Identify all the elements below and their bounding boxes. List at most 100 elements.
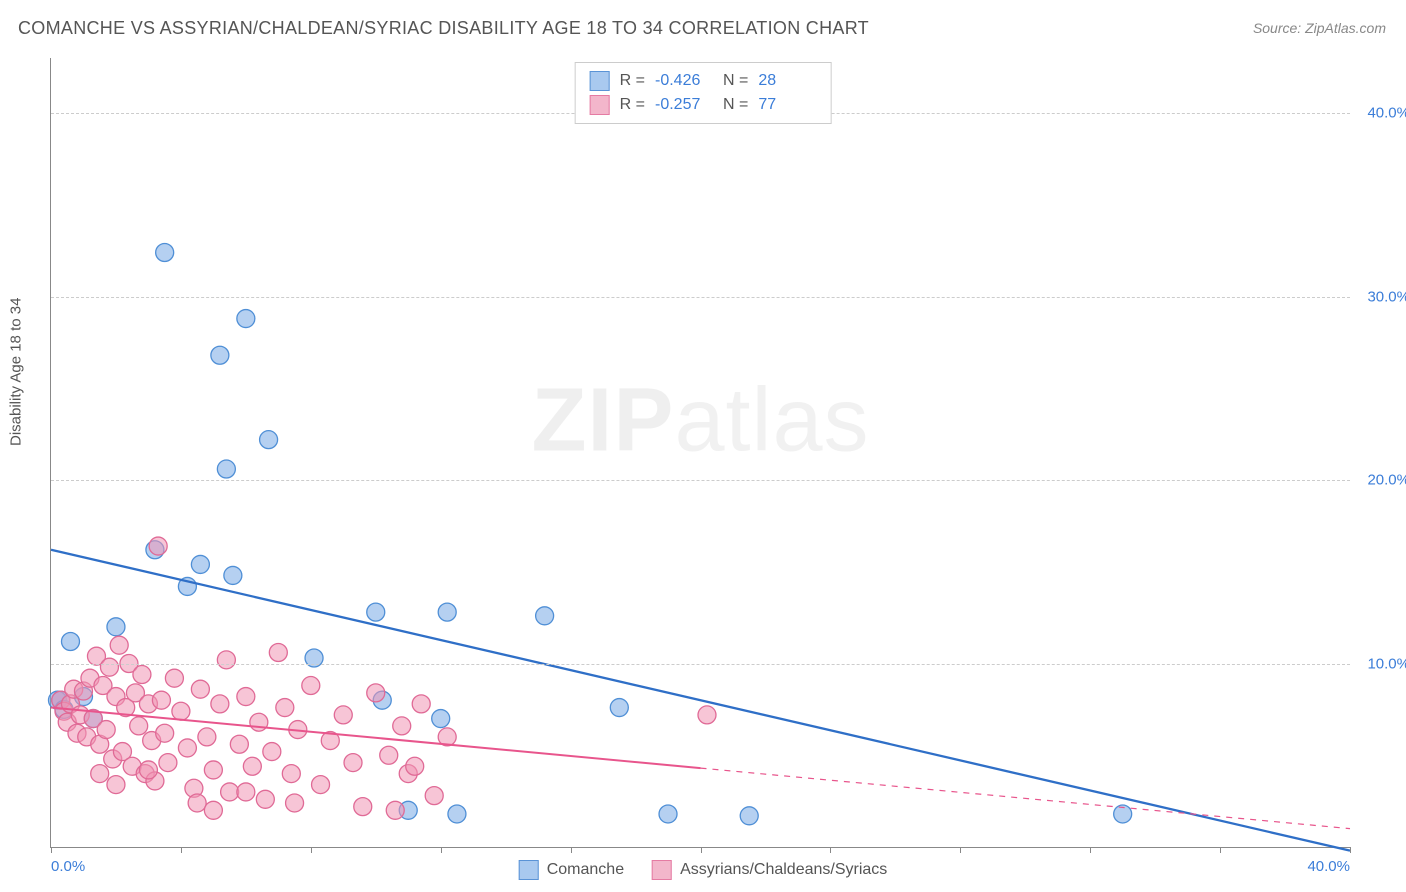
data-point xyxy=(130,717,148,735)
plot-area: ZIPatlas 10.0%20.0%30.0%40.0%0.0%40.0% xyxy=(50,58,1350,848)
data-point xyxy=(224,566,242,584)
legend-swatch xyxy=(652,860,672,880)
data-point xyxy=(432,710,450,728)
data-point xyxy=(302,677,320,695)
x-tick xyxy=(441,847,442,853)
data-point xyxy=(386,801,404,819)
legend-stat-row: R = -0.426 N = 28 xyxy=(590,69,817,93)
data-point xyxy=(610,699,628,717)
y-axis-title: Disability Age 18 to 34 xyxy=(8,298,25,446)
legend-bottom: Comanche Assyrians/Chaldeans/Syriacs xyxy=(519,860,888,880)
chart-svg xyxy=(51,58,1350,847)
x-tick xyxy=(1090,847,1091,853)
data-point xyxy=(740,807,758,825)
stat-label-r: R = xyxy=(620,72,645,90)
x-tick xyxy=(701,847,702,853)
legend-label: Assyrians/Chaldeans/Syriacs xyxy=(680,861,887,879)
stat-value-n: 28 xyxy=(758,72,816,90)
data-point xyxy=(256,790,274,808)
data-point xyxy=(438,603,456,621)
x-axis-label-min: 0.0% xyxy=(51,858,85,875)
data-point xyxy=(269,644,287,662)
data-point xyxy=(250,713,268,731)
legend-item: Assyrians/Chaldeans/Syriacs xyxy=(652,860,887,880)
data-point xyxy=(448,805,466,823)
data-point xyxy=(217,651,235,669)
data-point xyxy=(380,746,398,764)
data-point xyxy=(243,757,261,775)
x-tick xyxy=(1220,847,1221,853)
data-point xyxy=(152,691,170,709)
legend-swatch xyxy=(519,860,539,880)
data-point xyxy=(97,721,115,739)
stat-label-n: N = xyxy=(723,96,748,114)
legend-swatch xyxy=(590,71,610,91)
y-tick-label: 20.0% xyxy=(1367,472,1406,489)
legend-correlation-box: R = -0.426 N = 28 R = -0.257 N = 77 xyxy=(575,62,832,124)
data-point xyxy=(217,460,235,478)
data-point xyxy=(260,431,278,449)
data-point xyxy=(61,632,79,650)
y-tick-label: 10.0% xyxy=(1367,655,1406,672)
stat-value-n: 77 xyxy=(758,96,816,114)
data-point xyxy=(286,794,304,812)
legend-swatch xyxy=(590,95,610,115)
data-point xyxy=(156,724,174,742)
data-point xyxy=(91,765,109,783)
data-point xyxy=(188,794,206,812)
legend-stat-row: R = -0.257 N = 77 xyxy=(590,93,817,117)
y-tick-label: 40.0% xyxy=(1367,105,1406,122)
data-point xyxy=(133,666,151,684)
data-point xyxy=(178,739,196,757)
data-point xyxy=(100,658,118,676)
data-point xyxy=(110,636,128,654)
data-point xyxy=(198,728,216,746)
x-tick xyxy=(960,847,961,853)
x-tick xyxy=(51,847,52,853)
data-point xyxy=(107,776,125,794)
data-point xyxy=(230,735,248,753)
data-point xyxy=(211,695,229,713)
data-point xyxy=(149,537,167,555)
data-point xyxy=(282,765,300,783)
data-point xyxy=(237,310,255,328)
data-point xyxy=(159,754,177,772)
x-axis-label-max: 40.0% xyxy=(1307,858,1350,875)
data-point xyxy=(354,798,372,816)
legend-label: Comanche xyxy=(547,861,624,879)
data-point xyxy=(204,761,222,779)
x-tick xyxy=(311,847,312,853)
y-tick-label: 30.0% xyxy=(1367,288,1406,305)
stat-value-r: -0.257 xyxy=(655,96,713,114)
x-tick xyxy=(830,847,831,853)
grid-line xyxy=(51,664,1350,665)
data-point xyxy=(393,717,411,735)
data-point xyxy=(237,783,255,801)
x-tick xyxy=(1350,847,1351,853)
source-attribution: Source: ZipAtlas.com xyxy=(1253,20,1386,36)
grid-line xyxy=(51,297,1350,298)
data-point xyxy=(263,743,281,761)
data-point xyxy=(165,669,183,687)
data-point xyxy=(276,699,294,717)
data-point xyxy=(312,776,330,794)
stat-value-r: -0.426 xyxy=(655,72,713,90)
data-point xyxy=(237,688,255,706)
x-tick xyxy=(571,847,572,853)
data-point xyxy=(156,243,174,261)
legend-item: Comanche xyxy=(519,860,624,880)
data-point xyxy=(425,787,443,805)
data-point xyxy=(536,607,554,625)
data-point xyxy=(659,805,677,823)
data-point xyxy=(211,346,229,364)
regression-line-dashed xyxy=(701,768,1351,829)
data-point xyxy=(406,757,424,775)
grid-line xyxy=(51,480,1350,481)
data-point xyxy=(107,618,125,636)
data-point xyxy=(139,761,157,779)
data-point xyxy=(367,684,385,702)
stat-label-n: N = xyxy=(723,72,748,90)
stat-label-r: R = xyxy=(620,96,645,114)
data-point xyxy=(221,783,239,801)
data-point xyxy=(334,706,352,724)
